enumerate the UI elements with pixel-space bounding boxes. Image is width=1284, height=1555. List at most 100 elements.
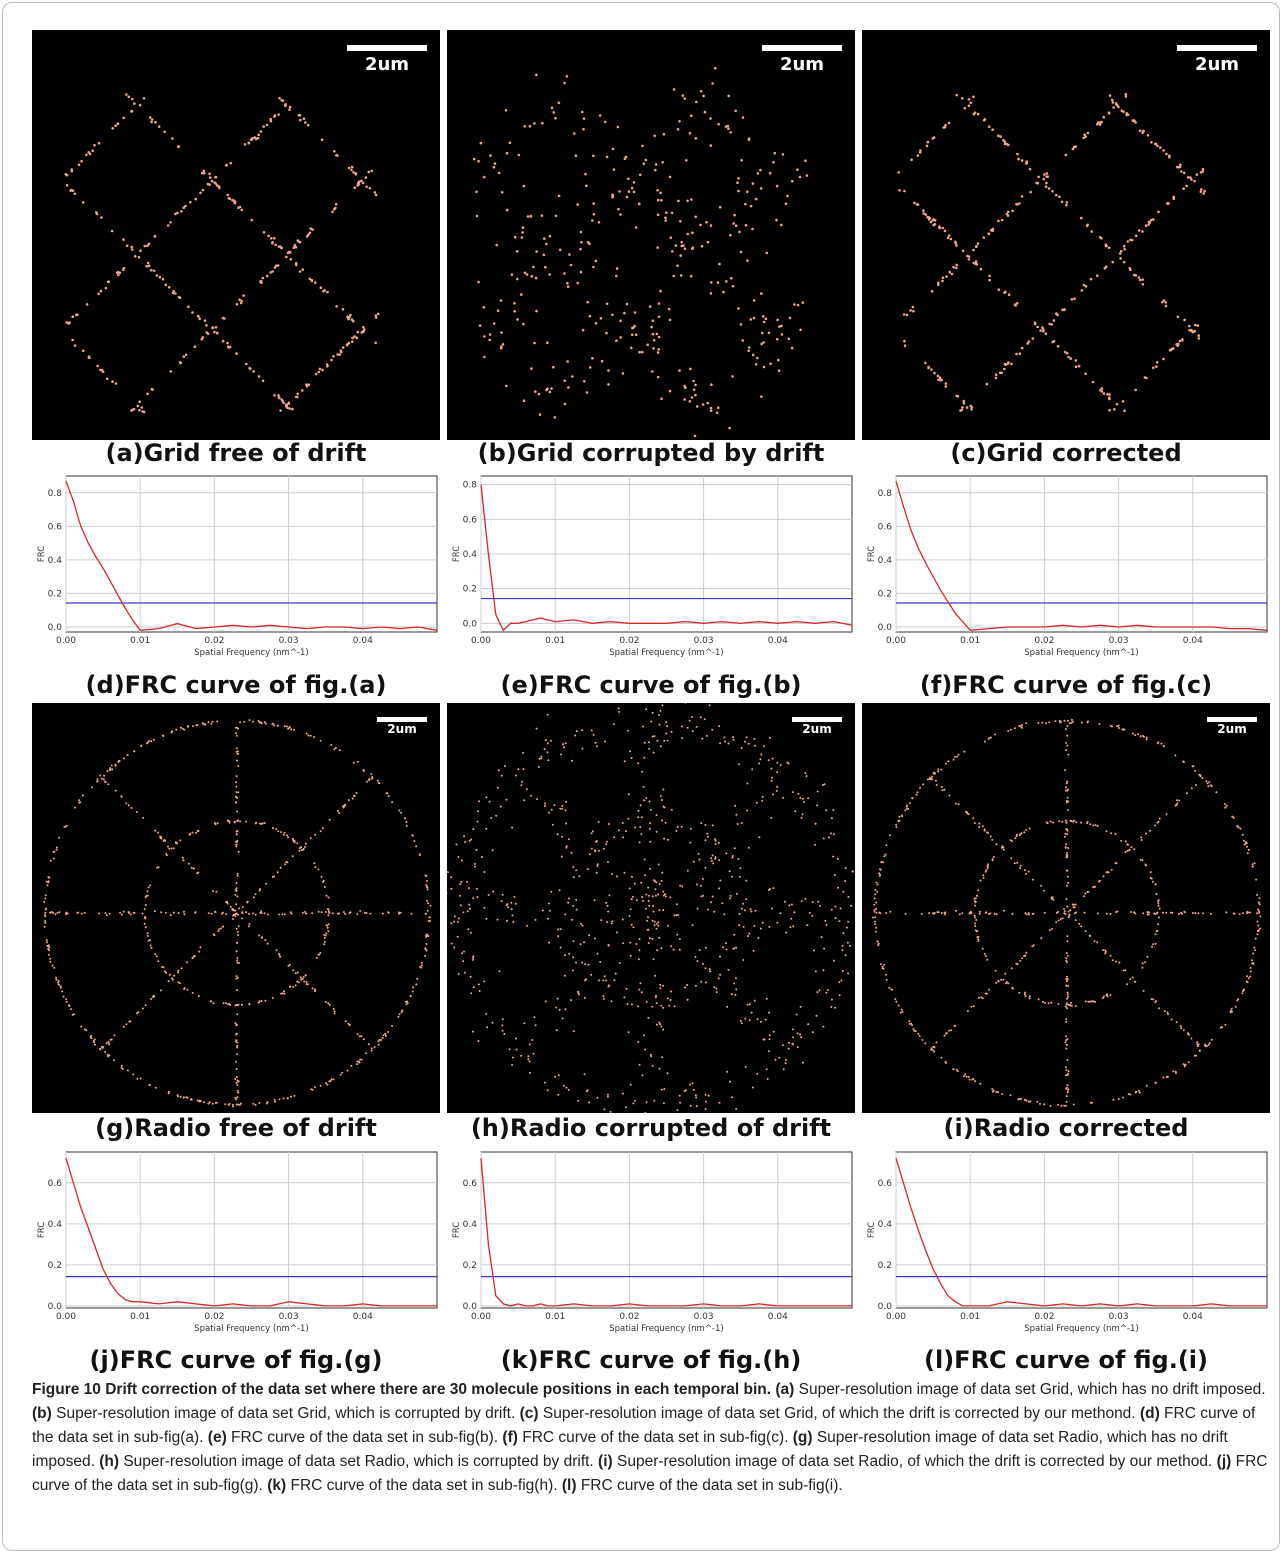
- localization-dot: [654, 169, 657, 172]
- panel-caption: (a)Grid free of drift: [26, 438, 446, 468]
- localization-dot: [912, 1028, 914, 1030]
- localization-dot: [1002, 979, 1004, 981]
- localization-dot: [1001, 847, 1003, 849]
- localization-dot: [48, 954, 50, 956]
- localization-dot: [733, 214, 736, 217]
- localization-dot: [904, 809, 906, 811]
- localization-dot: [164, 839, 166, 841]
- localization-dot: [535, 310, 538, 313]
- localization-dot: [1133, 274, 1136, 277]
- localization-dot: [714, 67, 717, 70]
- localization-dot: [144, 245, 147, 248]
- localization-dot: [974, 822, 976, 824]
- localization-dot: [507, 906, 509, 908]
- localization-dot: [754, 745, 756, 747]
- localization-dot: [1050, 1105, 1052, 1107]
- localization-dot: [804, 159, 807, 162]
- localization-dot: [1067, 1088, 1069, 1090]
- localization-dot: [659, 984, 661, 986]
- localization-dot: [1257, 925, 1259, 927]
- localization-dot: [945, 275, 948, 278]
- localization-dot: [1154, 824, 1156, 826]
- localization-dot: [716, 991, 718, 993]
- localization-dot: [1024, 1099, 1026, 1101]
- localization-dot: [401, 1010, 403, 1012]
- localization-dot: [504, 765, 506, 767]
- localization-dot: [1066, 935, 1068, 937]
- localization-dot: [1066, 898, 1068, 900]
- localization-dot: [236, 1096, 238, 1098]
- localization-dot: [236, 896, 238, 898]
- localization-dot: [603, 848, 605, 850]
- localization-dot: [676, 1109, 678, 1111]
- localization-dot: [1183, 172, 1186, 175]
- localization-dot: [348, 799, 350, 801]
- localization-dot: [111, 768, 113, 770]
- localization-dot: [1044, 912, 1046, 914]
- localization-dot: [521, 236, 524, 239]
- localization-dot: [1108, 409, 1111, 412]
- localization-dot: [606, 303, 609, 306]
- localization-dot: [767, 1078, 769, 1080]
- localization-dot: [306, 733, 308, 735]
- localization-dot: [97, 778, 99, 780]
- localization-dot: [325, 1001, 327, 1003]
- localization-dot: [1087, 132, 1090, 135]
- localization-dot: [931, 1047, 933, 1049]
- localization-dot: [550, 891, 552, 893]
- frc-chart: 0.000.010.020.030.040.00.20.40.6Spatial …: [447, 1146, 859, 1346]
- localization-dot: [277, 264, 280, 267]
- localization-dot: [587, 1089, 589, 1091]
- localization-dot: [1241, 992, 1243, 994]
- localization-dot: [660, 745, 662, 747]
- localization-dot: [1017, 158, 1020, 161]
- localization-dot: [1176, 1021, 1178, 1023]
- localization-dot: [299, 114, 302, 117]
- localization-dot: [640, 804, 642, 806]
- localization-dot: [565, 809, 567, 811]
- localization-dot: [1155, 933, 1157, 935]
- localization-dot: [997, 981, 999, 983]
- localization-dot: [1156, 893, 1158, 895]
- localization-dot: [284, 725, 286, 727]
- localization-dot: [142, 1008, 144, 1010]
- localization-dot: [49, 961, 51, 963]
- localization-dot: [772, 161, 775, 164]
- localization-dot: [984, 830, 986, 832]
- image-background: [862, 30, 1270, 440]
- localization-dot: [906, 808, 908, 810]
- localization-dot: [148, 740, 150, 742]
- localization-dot: [1166, 202, 1169, 205]
- localization-dot: [91, 149, 94, 152]
- localization-dot: [239, 206, 242, 209]
- localization-dot: [658, 302, 661, 305]
- localization-dot: [1119, 252, 1122, 255]
- localization-dot: [823, 948, 825, 950]
- localization-dot: [427, 889, 429, 891]
- localization-dot: [108, 1043, 110, 1045]
- localization-dot: [314, 281, 317, 284]
- localization-dot: [115, 382, 118, 385]
- localization-dot: [1123, 409, 1126, 412]
- localization-dot: [1065, 978, 1067, 980]
- localization-dot: [1192, 912, 1194, 914]
- localization-dot: [88, 355, 91, 358]
- localization-dot: [657, 925, 659, 927]
- localization-dot: [236, 975, 238, 977]
- localization-dot: [1106, 871, 1108, 873]
- localization-dot: [513, 302, 516, 305]
- localization-dot: [739, 867, 741, 869]
- localization-dot: [898, 189, 901, 192]
- caption-item-text: Super-resolution image of data set Grid,…: [799, 1381, 1266, 1398]
- localization-dot: [248, 142, 251, 145]
- localization-dot: [695, 1094, 697, 1096]
- localization-dot: [689, 1084, 691, 1086]
- localization-dot: [70, 1008, 72, 1010]
- localization-dot: [622, 822, 624, 824]
- localization-dot: [169, 221, 172, 224]
- localization-dot: [954, 241, 957, 244]
- localization-dot: [637, 762, 639, 764]
- localization-dot: [236, 775, 238, 777]
- localization-dot: [830, 1006, 832, 1008]
- localization-dot: [882, 861, 884, 863]
